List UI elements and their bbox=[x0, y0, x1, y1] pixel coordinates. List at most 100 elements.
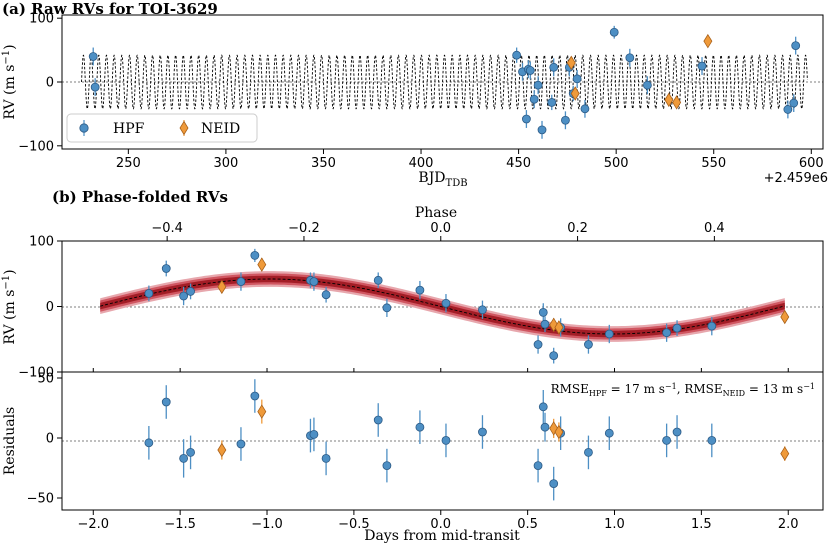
r-hpf-point-marker bbox=[321, 453, 331, 463]
a-hpf-point-marker bbox=[791, 41, 801, 51]
r-xtick-label: −1.5 bbox=[164, 517, 196, 532]
panel-a-ylabel: RV (m s−1) bbox=[1, 44, 18, 119]
b-hpf-point-marker bbox=[373, 275, 383, 285]
a-xtick-label: 350 bbox=[311, 156, 336, 171]
a-ytick-label: 0 bbox=[46, 76, 54, 91]
b-hpf-point-marker bbox=[672, 323, 682, 333]
b-ytick-label: −100 bbox=[18, 366, 54, 381]
r-hpf-point-marker bbox=[533, 461, 543, 471]
a-hpf-point-marker bbox=[561, 115, 570, 125]
b-hpf-point-marker bbox=[161, 264, 171, 273]
residuals-xlabel: Days from mid-transit bbox=[364, 528, 520, 543]
r-xtick-label: −1.0 bbox=[251, 517, 283, 532]
r-hpf-point-marker bbox=[161, 397, 171, 407]
panel-b-ticks: −100 0 100 −0.4 −0.2 0.0 0.2 0.4 bbox=[18, 221, 789, 381]
b-hpf-point-marker bbox=[236, 277, 246, 287]
b-neid-point-marker bbox=[257, 257, 267, 272]
a-xtick-label: 450 bbox=[506, 156, 531, 171]
panel-b-points bbox=[144, 248, 790, 364]
legend-hpf-label: HPF bbox=[113, 121, 145, 137]
phase-tick-label: 0.4 bbox=[704, 221, 725, 236]
b-hpf-point-marker bbox=[540, 319, 550, 329]
a-hpf-point-marker bbox=[609, 27, 619, 37]
b-hpf-point-marker bbox=[604, 329, 614, 339]
b-ytick-label: 100 bbox=[29, 235, 54, 250]
r-hpf-point-marker bbox=[478, 427, 487, 437]
a-xtick-label: 400 bbox=[409, 156, 434, 171]
r-hpf-point-marker bbox=[672, 427, 682, 437]
r-hpf-point-marker bbox=[250, 391, 260, 401]
r-xtick-label: 1.5 bbox=[691, 517, 712, 532]
b-neid-point-marker bbox=[554, 320, 564, 335]
phase-tick-label: −0.2 bbox=[288, 221, 320, 236]
r-hpf-point-marker bbox=[236, 439, 246, 449]
b-hpf-point-marker bbox=[533, 340, 543, 349]
panel-residuals: −2.0 −1.5 −1.0 −0.5 0.0 0.5 1.0 1.5 2.0 −50 0 50 Re… bbox=[2, 371, 824, 543]
panel-a-model-curve bbox=[81, 54, 808, 110]
r-xtick-label: 0.5 bbox=[517, 517, 538, 532]
r-hpf-point-marker bbox=[415, 422, 425, 432]
legend-hpf-marker bbox=[79, 123, 89, 133]
residuals-ylabel: Residuals bbox=[2, 407, 18, 475]
b-hpf-point-marker bbox=[415, 285, 425, 295]
r-xtick-label: 0.0 bbox=[430, 517, 451, 532]
a-hpf-point-marker bbox=[525, 66, 535, 75]
a-hpf-point-marker bbox=[522, 114, 531, 124]
phase-tick-label: −0.4 bbox=[151, 221, 183, 236]
b-ytick-label: 0 bbox=[46, 300, 54, 315]
r-ytick-label: 0 bbox=[46, 432, 54, 447]
r-neid-point-marker bbox=[554, 424, 564, 440]
a-neid-point-marker bbox=[672, 95, 682, 110]
a-neid-point-marker bbox=[570, 86, 580, 101]
b-hpf-point-marker bbox=[584, 340, 593, 349]
b-hpf-point-marker bbox=[144, 288, 154, 298]
a-hpf-point-marker bbox=[697, 61, 707, 71]
legend-box bbox=[66, 113, 258, 143]
b-hpf-point-marker bbox=[179, 291, 189, 301]
panel-b: (b) Phase-folded RVs Phase −1000100−0.4−… bbox=[1, 188, 824, 381]
r-hpf-point-marker bbox=[309, 429, 319, 439]
r-ytick-label: −50 bbox=[27, 492, 54, 507]
a-hpf-point-marker bbox=[512, 50, 522, 60]
r-xtick-label: −0.5 bbox=[338, 517, 370, 532]
b-hpf-point-marker bbox=[321, 290, 331, 300]
phase-tick-label: 0.0 bbox=[430, 221, 451, 236]
a-neid-point-marker bbox=[664, 92, 674, 108]
legend-neid-marker bbox=[179, 120, 189, 136]
r-hpf-point-marker bbox=[540, 422, 550, 432]
b-hpf-point-marker bbox=[186, 287, 195, 296]
r-hpf-point-marker bbox=[604, 428, 614, 438]
rmse-annotation: RMSEHPF = 17 m s−1, RMSENEID = 13 m s−1 bbox=[551, 382, 815, 398]
panel-a-title: (a) Raw RVs for TOI-3629 bbox=[2, 0, 218, 18]
a-hpf-point-marker bbox=[537, 125, 547, 135]
a-xtick-label: 550 bbox=[701, 156, 726, 171]
panel-b-title: (b) Phase-folded RVs bbox=[52, 188, 228, 206]
r-neid-point-marker bbox=[780, 446, 790, 461]
residuals-ticks: −2.0 −1.5 −1.0 −0.5 0.0 0.5 1.0 1.5 2.0 −50 0 50 bbox=[27, 372, 799, 533]
panel-a-xlabel: BJDTDB bbox=[418, 170, 467, 189]
panel-a-ticks: 250 300 350 400 450 500 550 600 −100 0 100 bbox=[18, 12, 823, 171]
r-xtick-label: −2.0 bbox=[77, 517, 109, 532]
residuals-points bbox=[144, 379, 790, 501]
a-neid-point-marker bbox=[703, 33, 713, 49]
a-ytick-label: 100 bbox=[29, 12, 54, 27]
a-hpf-point-marker bbox=[90, 82, 100, 92]
r-neid-point-marker bbox=[217, 442, 227, 458]
phase-tick-label: 0.2 bbox=[567, 221, 588, 236]
a-hpf-point-marker bbox=[529, 94, 539, 104]
a-hpf-point-marker bbox=[642, 80, 652, 90]
a-hpf-point-marker bbox=[549, 62, 559, 72]
r-hpf-point-marker bbox=[662, 435, 672, 445]
panel-b-phase-label: Phase bbox=[415, 205, 457, 221]
b-neid-point-marker bbox=[780, 309, 790, 325]
a-hpf-point-marker bbox=[547, 98, 557, 107]
a-xtick-label: 250 bbox=[116, 156, 141, 171]
b-hpf-point-marker bbox=[707, 321, 717, 331]
r-hpf-point-marker bbox=[584, 447, 593, 457]
a-hpf-point-marker bbox=[88, 52, 98, 61]
b-hpf-point-marker bbox=[441, 298, 451, 308]
b-neid-point-marker bbox=[217, 279, 227, 295]
r-hpf-point-marker bbox=[549, 479, 559, 489]
r-hpf-point-marker bbox=[179, 453, 189, 463]
